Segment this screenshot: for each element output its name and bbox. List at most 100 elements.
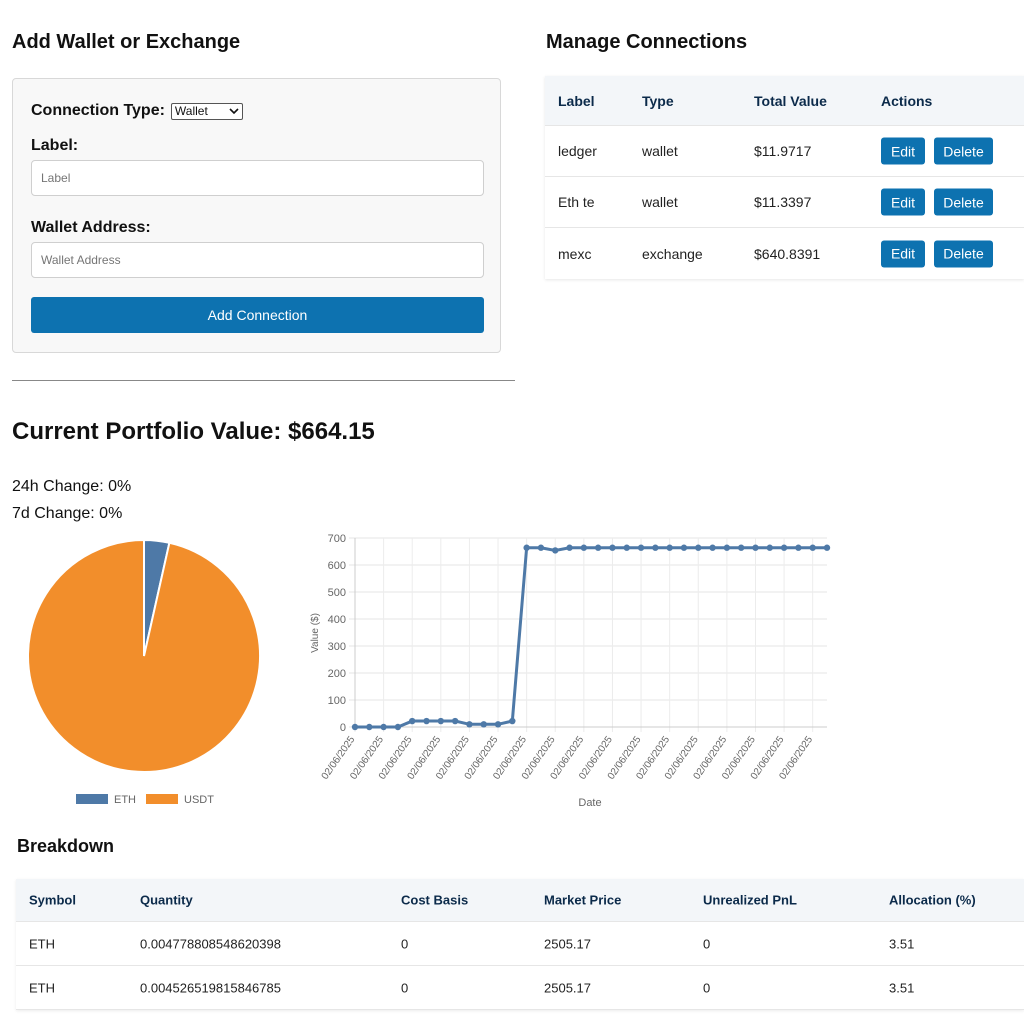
allocation-cell: 3.51 [889,936,915,951]
connection-label: Eth te [558,194,595,210]
connection-type-select[interactable]: Wallet [170,102,243,120]
data-point[interactable] [380,723,387,731]
delete-button[interactable]: Delete [934,137,993,165]
legend-label-usdt: USDT [184,794,214,806]
header-type: Type [642,92,674,109]
data-point[interactable] [509,717,516,725]
delete-button[interactable]: Delete [934,188,993,216]
data-point[interactable] [351,723,359,731]
data-point[interactable] [480,721,487,728]
data-point[interactable] [537,544,545,551]
edit-button[interactable]: Edit [881,137,925,165]
data-point[interactable] [680,544,688,551]
section-divider [12,380,515,381]
data-point[interactable] [623,544,630,551]
pie-slice-usdt[interactable] [27,538,261,773]
header-symbol: Symbol [29,892,76,908]
wallet-address-label: Wallet Address: [31,219,151,236]
data-point[interactable] [737,544,745,551]
data-point[interactable] [823,544,831,551]
data-point[interactable] [494,721,502,728]
symbol-cell: ETH [29,936,55,951]
label-input[interactable] [31,160,484,196]
portfolio-value-line-chart: 010020030040050060070002/06/202502/06/20… [310,533,831,809]
breakdown-title: Breakdown [17,836,115,856]
data-point[interactable] [523,544,530,551]
header-cost-basis: Cost Basis [401,892,469,908]
edit-button[interactable]: Edit [881,240,925,267]
pnl-cell: 0 [703,980,711,995]
data-point[interactable] [809,544,816,551]
data-point[interactable] [723,544,731,551]
y-tick-label: 700 [328,533,346,545]
data-point[interactable] [666,544,673,551]
pnl-cell: 0 [703,936,711,951]
connection-type-label: Connection Type: [31,102,165,119]
data-point[interactable] [795,544,802,551]
data-point[interactable] [451,717,459,725]
data-point[interactable] [466,721,473,728]
y-tick-label: 200 [328,668,346,680]
edit-button[interactable]: Edit [881,188,925,216]
data-point[interactable] [437,717,445,725]
manage-connections-title: Manage Connections [546,31,748,53]
breakdown-table: Symbol Quantity Cost Basis Market Price … [16,879,1024,1010]
y-tick-label: 600 [328,560,346,572]
add-connection-button[interactable]: Add Connection [31,297,484,333]
data-point[interactable] [409,717,416,725]
data-point[interactable] [594,544,602,551]
data-point[interactable] [423,717,430,725]
market-price-cell: 2505.17 [544,980,591,995]
connection-type-row: Connection Type: Wallet [31,102,243,120]
cost-basis-cell: 0 [401,980,409,995]
header-market-price: Market Price [544,892,622,908]
y-tick-label: 300 [328,641,346,653]
y-axis-title: Value ($) [310,613,321,653]
add-form-title: Add Wallet or Exchange [12,31,241,53]
header-allocation: Allocation (%) [889,892,976,908]
table-row: Eth te wallet $11.3397 Edit Delete [545,177,1024,228]
data-point[interactable] [366,723,373,731]
change-7d: 7d Change: 0% [12,505,123,522]
legend-swatch-usdt [146,794,178,804]
data-point[interactable] [652,544,659,551]
label-field-label: Label: [31,137,79,154]
connection-label: ledger [558,143,597,159]
data-point[interactable] [394,723,402,731]
change-24h: 24h Change: 0% [12,478,132,495]
data-point[interactable] [637,544,645,551]
data-point[interactable] [766,544,773,551]
connection-total: $11.9717 [754,143,812,159]
data-point[interactable] [552,547,559,554]
market-price-cell: 2505.17 [544,936,591,951]
data-point[interactable] [566,544,573,551]
data-point[interactable] [752,544,759,551]
connection-label: mexc [558,245,592,262]
connection-type: exchange [642,245,703,262]
data-point[interactable] [780,544,788,551]
data-point[interactable] [609,544,616,551]
connection-type: wallet [642,143,678,159]
value-series-line [355,546,827,729]
header-label: Label [558,92,595,109]
connection-type: wallet [642,194,678,210]
allocation-cell: 3.51 [889,980,915,995]
table-row: mexc exchange $640.8391 Edit Delete [545,228,1024,279]
chevron-down-icon [229,107,239,114]
legend-label-eth: ETH [114,794,136,806]
data-point[interactable] [580,544,588,551]
header-quantity: Quantity [140,892,193,908]
y-tick-label: 0 [340,722,346,734]
x-axis-title: Date [578,797,601,809]
cost-basis-cell: 0 [401,936,409,951]
data-point[interactable] [709,544,716,551]
portfolio-value-title: Current Portfolio Value: $664.15 [12,418,375,445]
table-row: ETH 0.004526519815846785 0 2505.17 0 3.5… [16,966,1024,1010]
delete-button[interactable]: Delete [934,240,993,267]
connection-total: $640.8391 [754,245,821,262]
wallet-address-input[interactable] [31,242,484,278]
connections-table: Label Type Total Value Actions ledger wa… [545,76,1024,279]
breakdown-table-header: Symbol Quantity Cost Basis Market Price … [16,879,1024,922]
connection-type-value: Wallet [174,104,208,118]
data-point[interactable] [695,544,702,551]
